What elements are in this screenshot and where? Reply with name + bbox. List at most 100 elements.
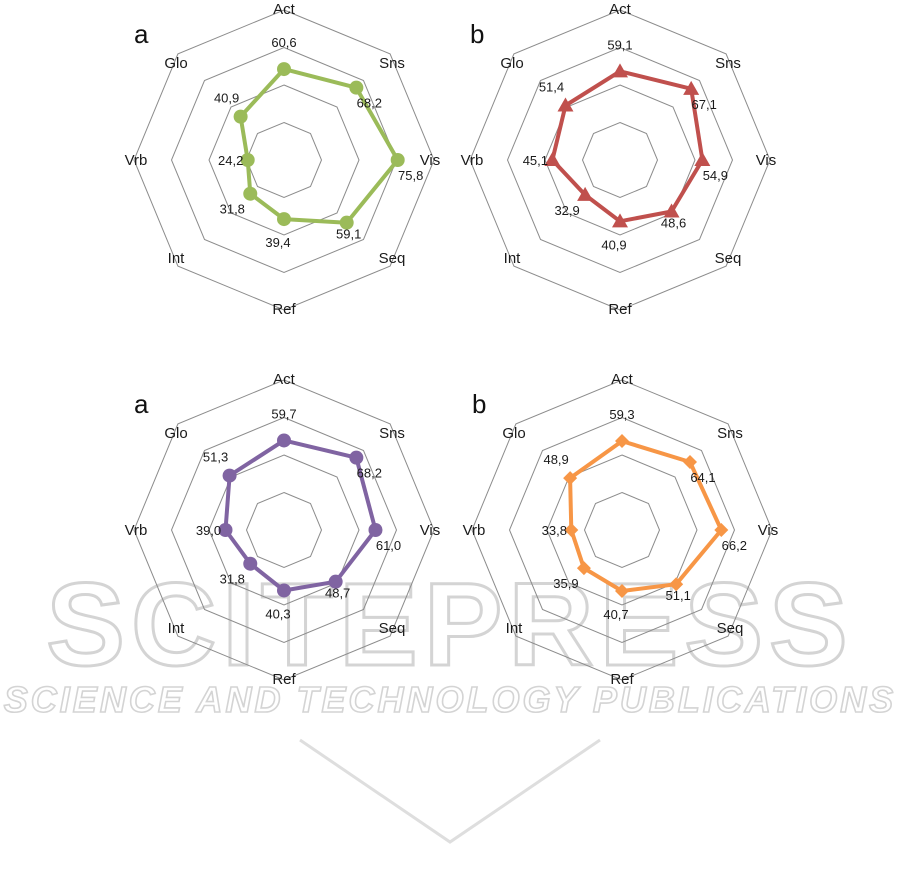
data-label-glo: 51,4 xyxy=(539,79,564,94)
data-point-vrb xyxy=(564,523,579,537)
data-label-sns: 68,2 xyxy=(357,466,382,481)
radar-panel-2: b Act Sns Vis Seq Ref Int Vrb Glo 59,1 67,1 54,9 48,… xyxy=(461,1,777,318)
data-label-sns: 67,1 xyxy=(692,97,717,112)
axis-label-seq: Seq xyxy=(715,250,742,267)
data-point-act xyxy=(277,433,291,448)
grid-ring xyxy=(245,491,323,569)
axis-label-ref: Ref xyxy=(610,671,634,688)
data-label-glo: 48,9 xyxy=(543,452,568,467)
data-label-seq: 48,7 xyxy=(325,586,350,601)
series-line xyxy=(550,69,705,224)
axis-label-glo: Glo xyxy=(502,425,525,442)
grid-ring xyxy=(245,121,323,199)
data-point-ref xyxy=(612,213,628,228)
data-point-act xyxy=(277,62,291,77)
data-point-glo xyxy=(557,97,574,112)
watermark-line2: SCIENCE AND TECHNOLOGY PUBLICATIONS xyxy=(4,679,896,720)
grid-ring xyxy=(546,454,698,606)
data-point-ref xyxy=(277,583,291,598)
radar-panel-3: a Act Sns Vis Seq Ref Int Vrb Glo 59,7 68,2 61,0 48,… xyxy=(125,371,441,688)
grid-ring xyxy=(583,491,661,569)
axis-label-int: Int xyxy=(168,250,186,267)
data-label-ref: 40,9 xyxy=(601,237,626,252)
watermark: SCITEPRESS SCIENCE AND TECHNOLOGY PUBLIC… xyxy=(3,558,896,844)
data-point-ref xyxy=(615,584,629,599)
axis-label-vrb: Vrb xyxy=(125,152,148,169)
data-label-sns: 68,2 xyxy=(357,96,382,111)
data-label-vis: 66,2 xyxy=(722,538,747,553)
data-point-vrb xyxy=(544,152,561,166)
panel-letter: a xyxy=(134,389,149,419)
axis-label-vis: Vis xyxy=(420,152,441,169)
grid-ring xyxy=(208,84,360,236)
axis-label-act: Act xyxy=(273,1,296,18)
data-label-sns: 64,1 xyxy=(690,470,715,485)
data-label-ref: 39,4 xyxy=(265,235,290,250)
axis-label-vis: Vis xyxy=(756,152,777,169)
axis-label-sns: Sns xyxy=(715,55,741,72)
data-label-vis: 61,0 xyxy=(376,538,401,553)
axis-label-int: Int xyxy=(168,620,186,637)
axis-label-ref: Ref xyxy=(272,671,296,688)
grid-ring xyxy=(133,9,435,311)
data-label-seq: 48,6 xyxy=(661,216,686,231)
axis-label-sns: Sns xyxy=(379,425,405,442)
data-point-sns xyxy=(349,80,364,95)
data-label-act: 59,7 xyxy=(271,406,296,421)
axis-label-vis: Vis xyxy=(758,522,779,539)
axis-label-vis: Vis xyxy=(420,522,441,539)
data-point-ref xyxy=(277,212,291,227)
data-point-act xyxy=(615,434,629,449)
axis-label-glo: Glo xyxy=(500,55,523,72)
data-label-vrb: 24,2 xyxy=(218,153,243,168)
grid-ring xyxy=(581,121,659,199)
data-label-int: 35,9 xyxy=(553,576,578,591)
axis-label-int: Int xyxy=(506,620,524,637)
data-label-act: 60,6 xyxy=(271,35,296,50)
data-point-sns xyxy=(682,455,697,470)
axis-label-glo: Glo xyxy=(164,55,187,72)
data-point-vis xyxy=(368,523,383,537)
grid-ring xyxy=(170,416,398,644)
data-label-act: 59,1 xyxy=(607,37,632,52)
data-point-sns xyxy=(349,450,364,465)
data-point-seq xyxy=(669,577,684,592)
data-label-int: 32,9 xyxy=(554,203,579,218)
data-label-ref: 40,3 xyxy=(265,606,290,621)
data-point-glo xyxy=(563,471,578,486)
data-label-vis: 54,9 xyxy=(703,168,728,183)
grid-ring xyxy=(506,46,734,274)
panels: a Act Sns Vis Seq Ref Int Vrb Glo 60,6 68,2 75,8 59,… xyxy=(125,1,779,688)
data-point-seq xyxy=(328,574,343,589)
watermark-line1: SCITEPRESS xyxy=(46,559,854,691)
data-label-ref: 40,7 xyxy=(603,607,628,622)
data-point-int xyxy=(576,561,591,576)
axis-label-sns: Sns xyxy=(717,425,743,442)
axis-label-ref: Ref xyxy=(272,301,296,318)
data-label-vrb: 39,0 xyxy=(196,523,221,538)
series-line xyxy=(238,67,400,225)
radar-panel-1: a Act Sns Vis Seq Ref Int Vrb Glo 60,6 68,2 75,8 59,… xyxy=(125,1,441,318)
grid-ring xyxy=(208,454,360,606)
data-point-glo xyxy=(233,109,248,124)
data-point-int xyxy=(577,186,594,201)
data-point-vis xyxy=(714,523,729,537)
data-label-int: 31,8 xyxy=(220,202,245,217)
axis-label-vrb: Vrb xyxy=(125,522,148,539)
axis-label-glo: Glo xyxy=(164,425,187,442)
axis-label-seq: Seq xyxy=(379,620,406,637)
data-point-int xyxy=(243,556,258,571)
axis-label-int: Int xyxy=(504,250,522,267)
axis-label-vrb: Vrb xyxy=(461,152,484,169)
data-point-vrb xyxy=(218,523,233,537)
axis-label-vrb: Vrb xyxy=(463,522,486,539)
axis-label-seq: Seq xyxy=(379,250,406,267)
data-point-sns xyxy=(683,80,700,95)
axis-label-seq: Seq xyxy=(717,620,744,637)
data-label-glo: 40,9 xyxy=(214,91,239,106)
grid-ring xyxy=(170,46,398,274)
data-label-seq: 59,1 xyxy=(336,227,361,242)
data-label-vrb: 45,1 xyxy=(523,153,548,168)
data-point-int xyxy=(243,186,258,201)
